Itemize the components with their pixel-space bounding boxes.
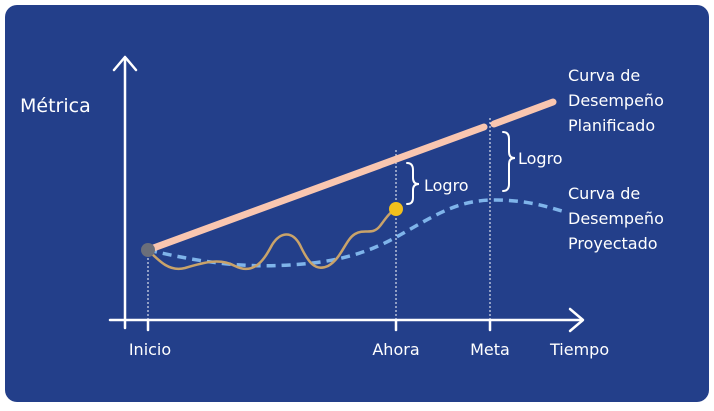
actual-curve	[147, 207, 397, 271]
planned-label: Planificado	[568, 116, 655, 135]
guides	[147, 118, 491, 320]
start-dot	[141, 243, 155, 257]
projected-label: Desempeño	[568, 209, 664, 228]
x-label: Tiempo	[549, 340, 609, 359]
gap-label: Logro	[518, 149, 563, 168]
now-dot	[389, 202, 403, 216]
projected-curve	[147, 198, 563, 268]
gap-label: Logro	[424, 176, 469, 195]
planned-label: Desempeño	[568, 91, 664, 110]
marker-label: Ahora	[372, 340, 419, 359]
marker-label: Inicio	[129, 340, 171, 359]
braces	[406, 131, 516, 205]
planned-line	[490, 98, 557, 128]
y-label: Métrica	[20, 95, 91, 117]
planned-label: Curva de	[568, 66, 640, 85]
panel	[5, 5, 709, 402]
planned-line	[144, 123, 488, 254]
marker-label: Meta	[470, 340, 510, 359]
projected-label: Curva de	[568, 184, 640, 203]
projected-label: Proyectado	[568, 234, 658, 253]
axes	[108, 55, 585, 333]
